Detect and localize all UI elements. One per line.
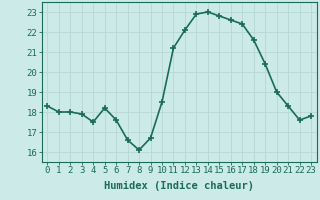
- X-axis label: Humidex (Indice chaleur): Humidex (Indice chaleur): [104, 181, 254, 191]
